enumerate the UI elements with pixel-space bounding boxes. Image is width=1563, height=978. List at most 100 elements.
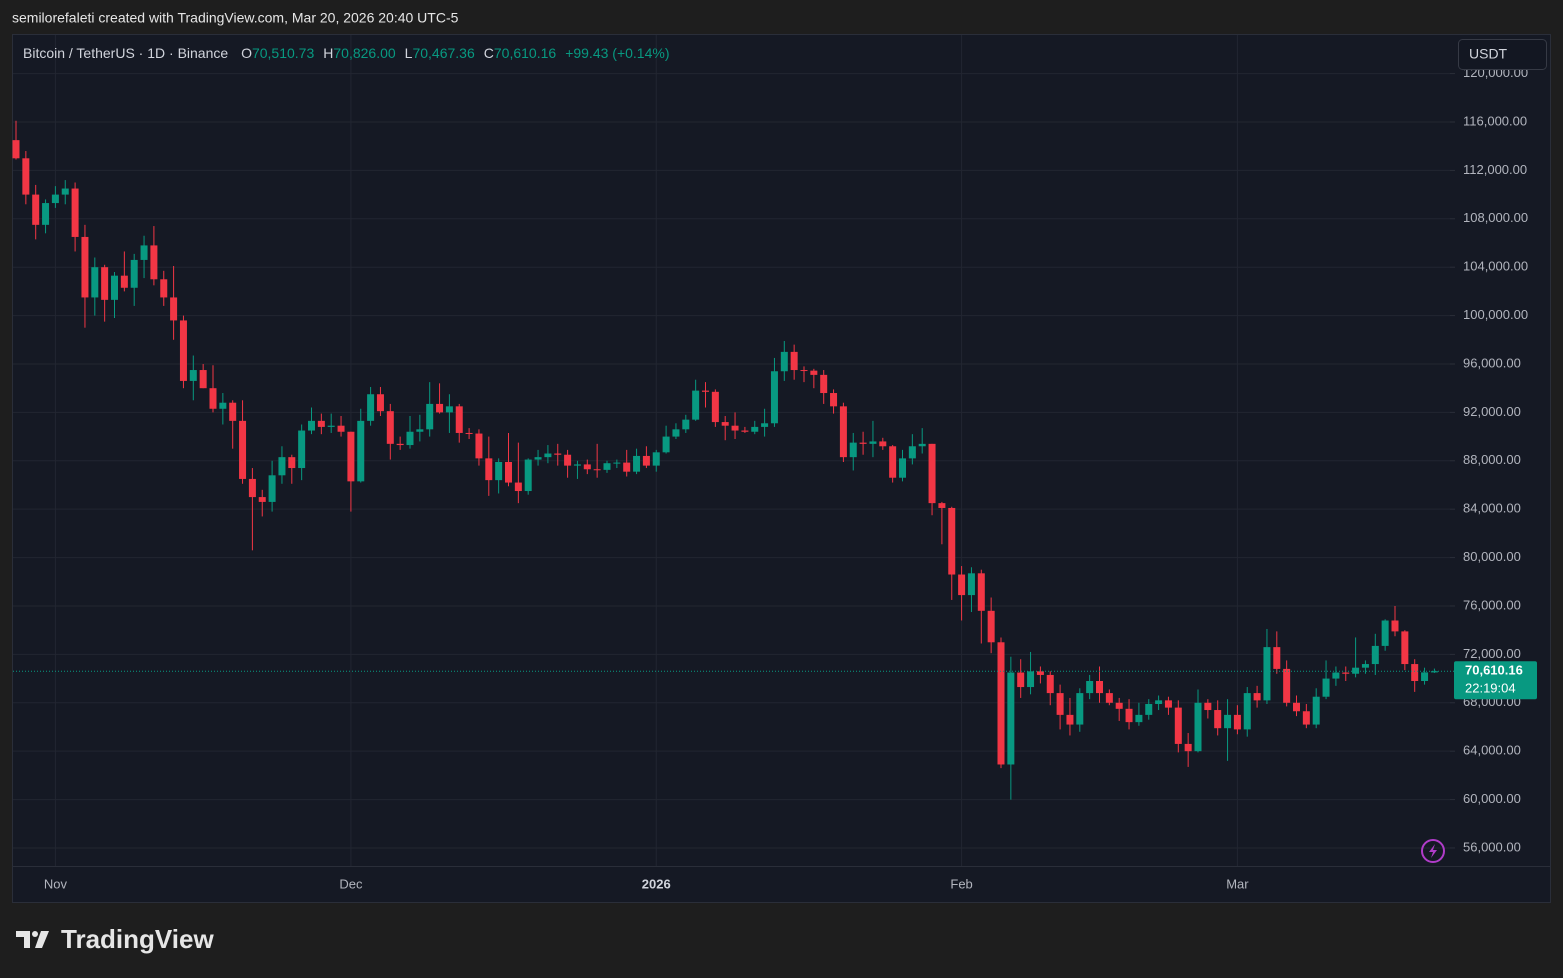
x-tick-label: Dec xyxy=(339,876,363,891)
candle-body xyxy=(1194,702,1202,752)
candle-body xyxy=(1411,664,1419,681)
candle-body xyxy=(1371,645,1379,665)
x-tick-label: Mar xyxy=(1226,876,1249,891)
y-tick-label: 72,000.00 xyxy=(1463,646,1521,661)
legend-label: C xyxy=(484,45,494,61)
y-tick-label: 84,000.00 xyxy=(1463,501,1521,516)
candle-body xyxy=(376,394,384,412)
candle-body xyxy=(554,453,562,455)
candle-body xyxy=(505,461,512,483)
candle-body xyxy=(1184,743,1192,752)
candle-body xyxy=(839,406,847,458)
candle-body xyxy=(662,436,670,453)
candle-body xyxy=(1233,714,1241,730)
alert-icon[interactable] xyxy=(1421,839,1445,863)
candle-body xyxy=(692,390,700,420)
legend-value: 70,467.36 xyxy=(412,45,474,61)
candle-body xyxy=(741,430,749,432)
candle-body xyxy=(101,267,109,300)
candle-body xyxy=(278,457,286,476)
y-tick-label: 100,000.00 xyxy=(1463,307,1528,322)
candle-body xyxy=(445,406,453,413)
candle-body xyxy=(1017,672,1025,688)
candle-body xyxy=(357,420,365,482)
candle-body xyxy=(899,458,906,478)
candle-body xyxy=(1046,674,1054,694)
candle-body xyxy=(268,475,276,502)
candle-body xyxy=(564,454,572,466)
candle-body xyxy=(317,420,325,427)
candle-body xyxy=(958,574,966,596)
candle-body xyxy=(170,297,178,321)
candle-body xyxy=(524,459,532,492)
attribution: semilorefaleti created with TradingView.… xyxy=(12,10,459,26)
candle-body xyxy=(682,419,690,430)
candle-body xyxy=(623,462,631,472)
candle-body xyxy=(1273,647,1281,669)
candle-body xyxy=(790,351,798,371)
candle-body xyxy=(150,245,158,280)
candle-body xyxy=(1036,671,1044,675)
legend-label: O xyxy=(241,45,252,61)
last-price-label: 70,610.16 xyxy=(1465,663,1523,678)
candle-body xyxy=(761,423,769,427)
candle-body xyxy=(1391,620,1399,632)
candle-body xyxy=(229,402,237,421)
candle-body xyxy=(780,351,788,372)
candle-body xyxy=(1105,693,1113,703)
candle-body xyxy=(436,403,444,413)
y-tick-label: 60,000.00 xyxy=(1463,791,1521,806)
candle-body xyxy=(573,464,581,466)
legend-label: H xyxy=(323,45,333,61)
symbol: Bitcoin / TetherUS · 1D · Binance xyxy=(23,45,228,61)
candle-body xyxy=(800,370,808,372)
candle-body xyxy=(1430,671,1438,673)
candle-body xyxy=(42,203,50,225)
logo-mark xyxy=(35,931,49,948)
candle-body xyxy=(702,390,709,392)
plot: 120,000.00116,000.00112,000.00108,000.00… xyxy=(12,35,1528,891)
candle-body xyxy=(1283,668,1291,703)
candle-body xyxy=(219,402,227,409)
candle-body xyxy=(111,275,118,300)
candle-body xyxy=(416,429,424,432)
candle-body xyxy=(642,455,650,466)
y-tick-label: 88,000.00 xyxy=(1463,452,1521,467)
candle-body xyxy=(879,441,887,447)
currency-button[interactable] xyxy=(1458,39,1547,70)
candle-body xyxy=(938,503,946,508)
candle-body xyxy=(1155,700,1163,704)
candle-body xyxy=(711,391,719,423)
candle-body xyxy=(613,462,621,464)
candle-body xyxy=(652,452,660,466)
y-tick-label: 116,000.00 xyxy=(1463,113,1527,128)
legend-label: L xyxy=(405,45,413,61)
y-tick-label: 92,000.00 xyxy=(1463,404,1521,419)
y-tick-label: 56,000.00 xyxy=(1463,839,1521,854)
candle-body xyxy=(1253,693,1261,701)
candle-body xyxy=(258,497,266,502)
candle-body xyxy=(967,573,975,596)
x-tick-label: Nov xyxy=(44,876,68,891)
candle-body xyxy=(1204,702,1212,711)
candle-body xyxy=(1312,696,1320,725)
candle-body xyxy=(1401,631,1409,665)
candle-body xyxy=(367,394,375,421)
candle-body xyxy=(1352,667,1360,674)
legend-value: 70,610.16 xyxy=(494,45,556,61)
candle-body xyxy=(928,443,936,504)
candle-body xyxy=(633,455,641,472)
candle-body xyxy=(751,426,759,432)
candle-body xyxy=(1263,647,1271,701)
candle-body xyxy=(583,464,591,470)
currency-label[interactable]: USDT xyxy=(1469,46,1508,62)
candle-body xyxy=(849,442,857,458)
candle-body xyxy=(889,446,897,478)
candle-body xyxy=(948,507,956,575)
candle-body xyxy=(308,420,315,431)
candle-body xyxy=(32,194,40,225)
candle-body xyxy=(1066,714,1074,725)
candle-body xyxy=(327,425,335,427)
y-tick-label: 108,000.00 xyxy=(1463,210,1528,225)
